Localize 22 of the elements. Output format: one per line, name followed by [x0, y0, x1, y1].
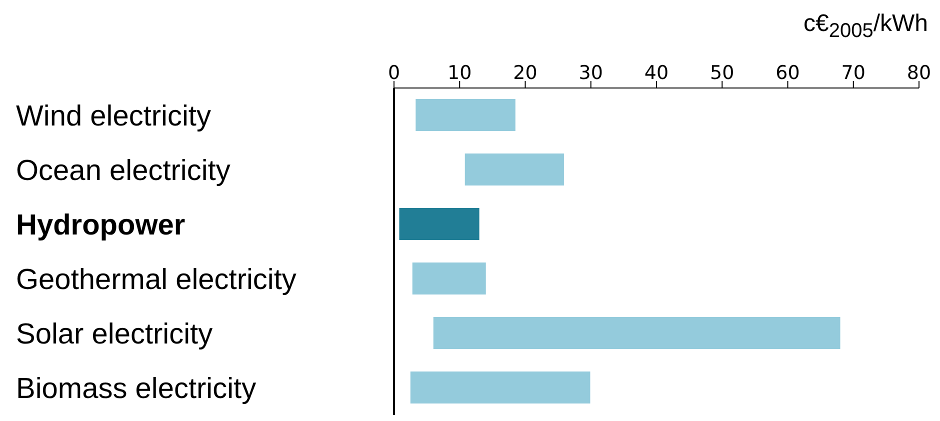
- y-tick-label: Geothermal electricity: [16, 264, 297, 296]
- x-axis-title: c€$_{2005}$/kWh: [803, 10, 928, 43]
- bar: [464, 154, 564, 186]
- x-tick-label: 60: [776, 62, 800, 84]
- bar: [399, 208, 480, 240]
- x-tick-label: 0: [388, 62, 400, 84]
- x-tick-label: 10: [448, 62, 472, 84]
- bar: [412, 262, 486, 294]
- y-tick-label: Solar electricity: [16, 318, 214, 350]
- x-tick-label: 50: [710, 62, 734, 84]
- y-tick-label: Ocean electricity: [16, 154, 231, 187]
- bar: [416, 99, 516, 131]
- y-tick-label: Wind electricity: [16, 100, 212, 132]
- y-tick-label: Biomass electricity: [16, 372, 257, 405]
- bar: [433, 317, 840, 349]
- x-tick-label: 40: [644, 62, 669, 84]
- y-tick-label: Hydropower: [16, 209, 186, 242]
- x-tick-label: 80: [906, 62, 932, 84]
- x-tick-label: 30: [578, 62, 603, 84]
- bar: [410, 372, 590, 404]
- x-tick-label: 20: [513, 62, 538, 84]
- x-tick-label: 70: [841, 62, 866, 84]
